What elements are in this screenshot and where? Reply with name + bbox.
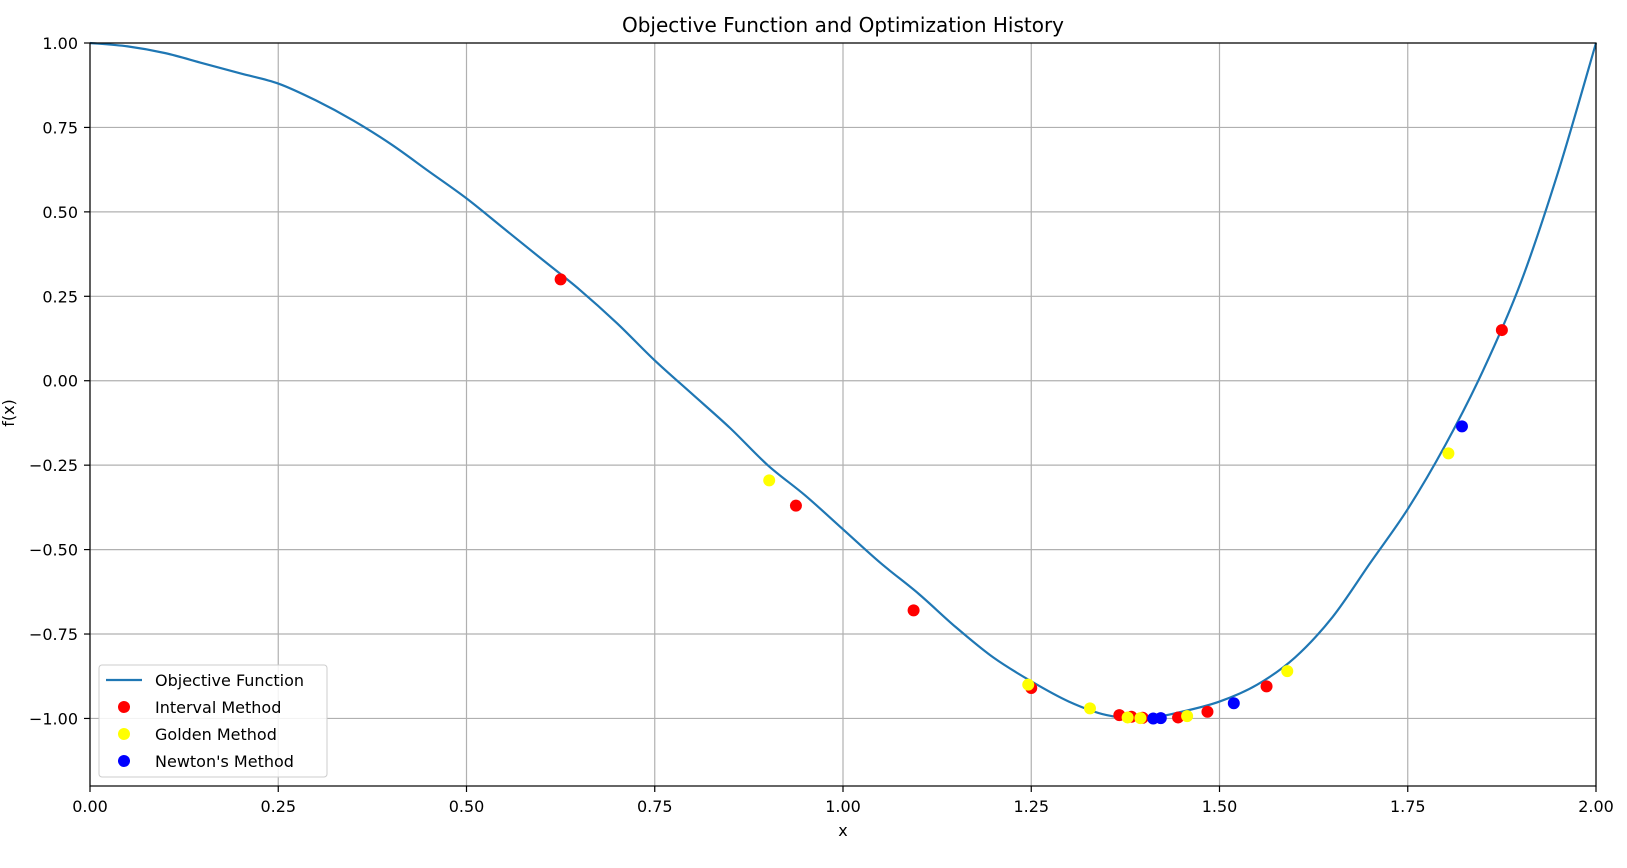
x-axis-label: x: [838, 821, 847, 840]
y-tick-label: −0.25: [29, 456, 78, 475]
legend-box: [98, 664, 328, 778]
legend-swatch-newton-s-method: [118, 755, 130, 767]
golden-method-point: [1281, 665, 1294, 678]
x-tick-label: 1.00: [825, 797, 861, 816]
interval-method-point: [907, 604, 920, 617]
interval-method-point: [1201, 705, 1214, 718]
x-tick-label: 0.75: [637, 797, 673, 816]
objective-function-line: [89, 41, 1598, 720]
legend-label: Newton's Method: [155, 752, 294, 771]
y-axis-label: f(x): [0, 399, 18, 427]
golden-method-point: [1022, 678, 1035, 691]
x-tick-label: 0.25: [260, 797, 296, 816]
x-tick-label: 1.75: [1390, 797, 1426, 816]
interval-method-point: [1172, 711, 1185, 724]
golden-method-point: [1442, 447, 1455, 460]
golden-method-point: [1134, 712, 1147, 725]
legend-label: Objective Function: [155, 671, 304, 690]
grid-lines: [89, 42, 1597, 786]
y-tick-label: −0.50: [29, 541, 78, 560]
newton-s-method-point: [1227, 697, 1240, 710]
y-tick-label: 0.50: [42, 203, 78, 222]
x-tick-label: 0.50: [449, 797, 485, 816]
legend-swatch-golden-method: [118, 728, 130, 740]
legend-label: Golden Method: [155, 725, 277, 744]
chart-title: Objective Function and Optimization Hist…: [622, 13, 1064, 37]
interval-method-point: [1260, 680, 1273, 693]
y-tick-label: 1.00: [42, 34, 78, 53]
golden-method-point: [1121, 711, 1134, 724]
interval-method-point: [1495, 324, 1508, 337]
x-axis-ticks: 0.00 0.25 0.50 0.75 1.00 1.25 1.50 1.75 2.00: [72, 786, 1614, 816]
legend-label: Interval Method: [155, 698, 281, 717]
golden-method-point: [1181, 710, 1194, 723]
newton-s-method-point: [1154, 712, 1167, 725]
y-tick-label: −1.00: [29, 709, 78, 728]
interval-method-point: [554, 273, 567, 286]
interval-method-point: [789, 499, 802, 512]
x-tick-label: 1.50: [1202, 797, 1238, 816]
golden-method-point: [763, 474, 776, 487]
y-axis-ticks: 1.00 0.75 0.50 0.25 0.00 −0.25 −0.50 −0.75 −1.00: [29, 34, 90, 728]
y-tick-label: 0.25: [42, 287, 78, 306]
plot-area: [89, 41, 1598, 725]
newton-s-method-point: [1455, 420, 1468, 433]
legend: Objective Function Interval Method Golden …: [98, 664, 328, 778]
x-tick-label: 2.00: [1578, 797, 1614, 816]
y-tick-label: 0.00: [42, 372, 78, 391]
x-tick-label: 0.00: [72, 797, 108, 816]
golden-method-point: [1083, 702, 1096, 715]
y-tick-label: 0.75: [42, 118, 78, 137]
legend-swatch-interval-method: [118, 701, 130, 713]
x-tick-label: 1.25: [1013, 797, 1049, 816]
y-tick-label: −0.75: [29, 625, 78, 644]
